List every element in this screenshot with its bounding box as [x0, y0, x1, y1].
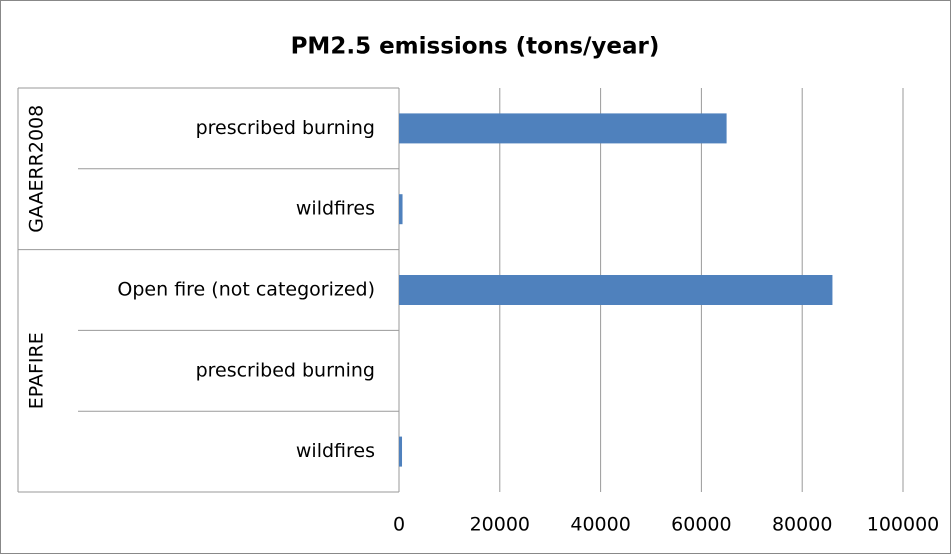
group-label: EPAFIRE: [26, 332, 48, 409]
bar: [399, 436, 403, 467]
bar: [399, 113, 727, 144]
y-tick-label: prescribed burning: [196, 359, 375, 381]
x-tick-label: 0: [393, 514, 405, 536]
x-tick-label: 60000: [671, 514, 731, 536]
x-tick-label: 40000: [570, 514, 630, 536]
group-label: GAAERR2008: [26, 105, 48, 233]
bar: [399, 275, 833, 305]
y-tick-label: Open fire (not categorized): [117, 279, 375, 301]
y-tick-label: prescribed burning: [196, 117, 375, 139]
x-tick-label: 80000: [772, 514, 832, 536]
x-tick-label: 100000: [867, 514, 940, 536]
x-tick-label: 20000: [470, 514, 530, 536]
y-tick-label: wildfires: [296, 198, 375, 220]
chart-title: PM2.5 emissions (tons/year): [291, 34, 660, 60]
bar: [399, 194, 403, 225]
y-tick-label: wildfires: [296, 440, 375, 462]
